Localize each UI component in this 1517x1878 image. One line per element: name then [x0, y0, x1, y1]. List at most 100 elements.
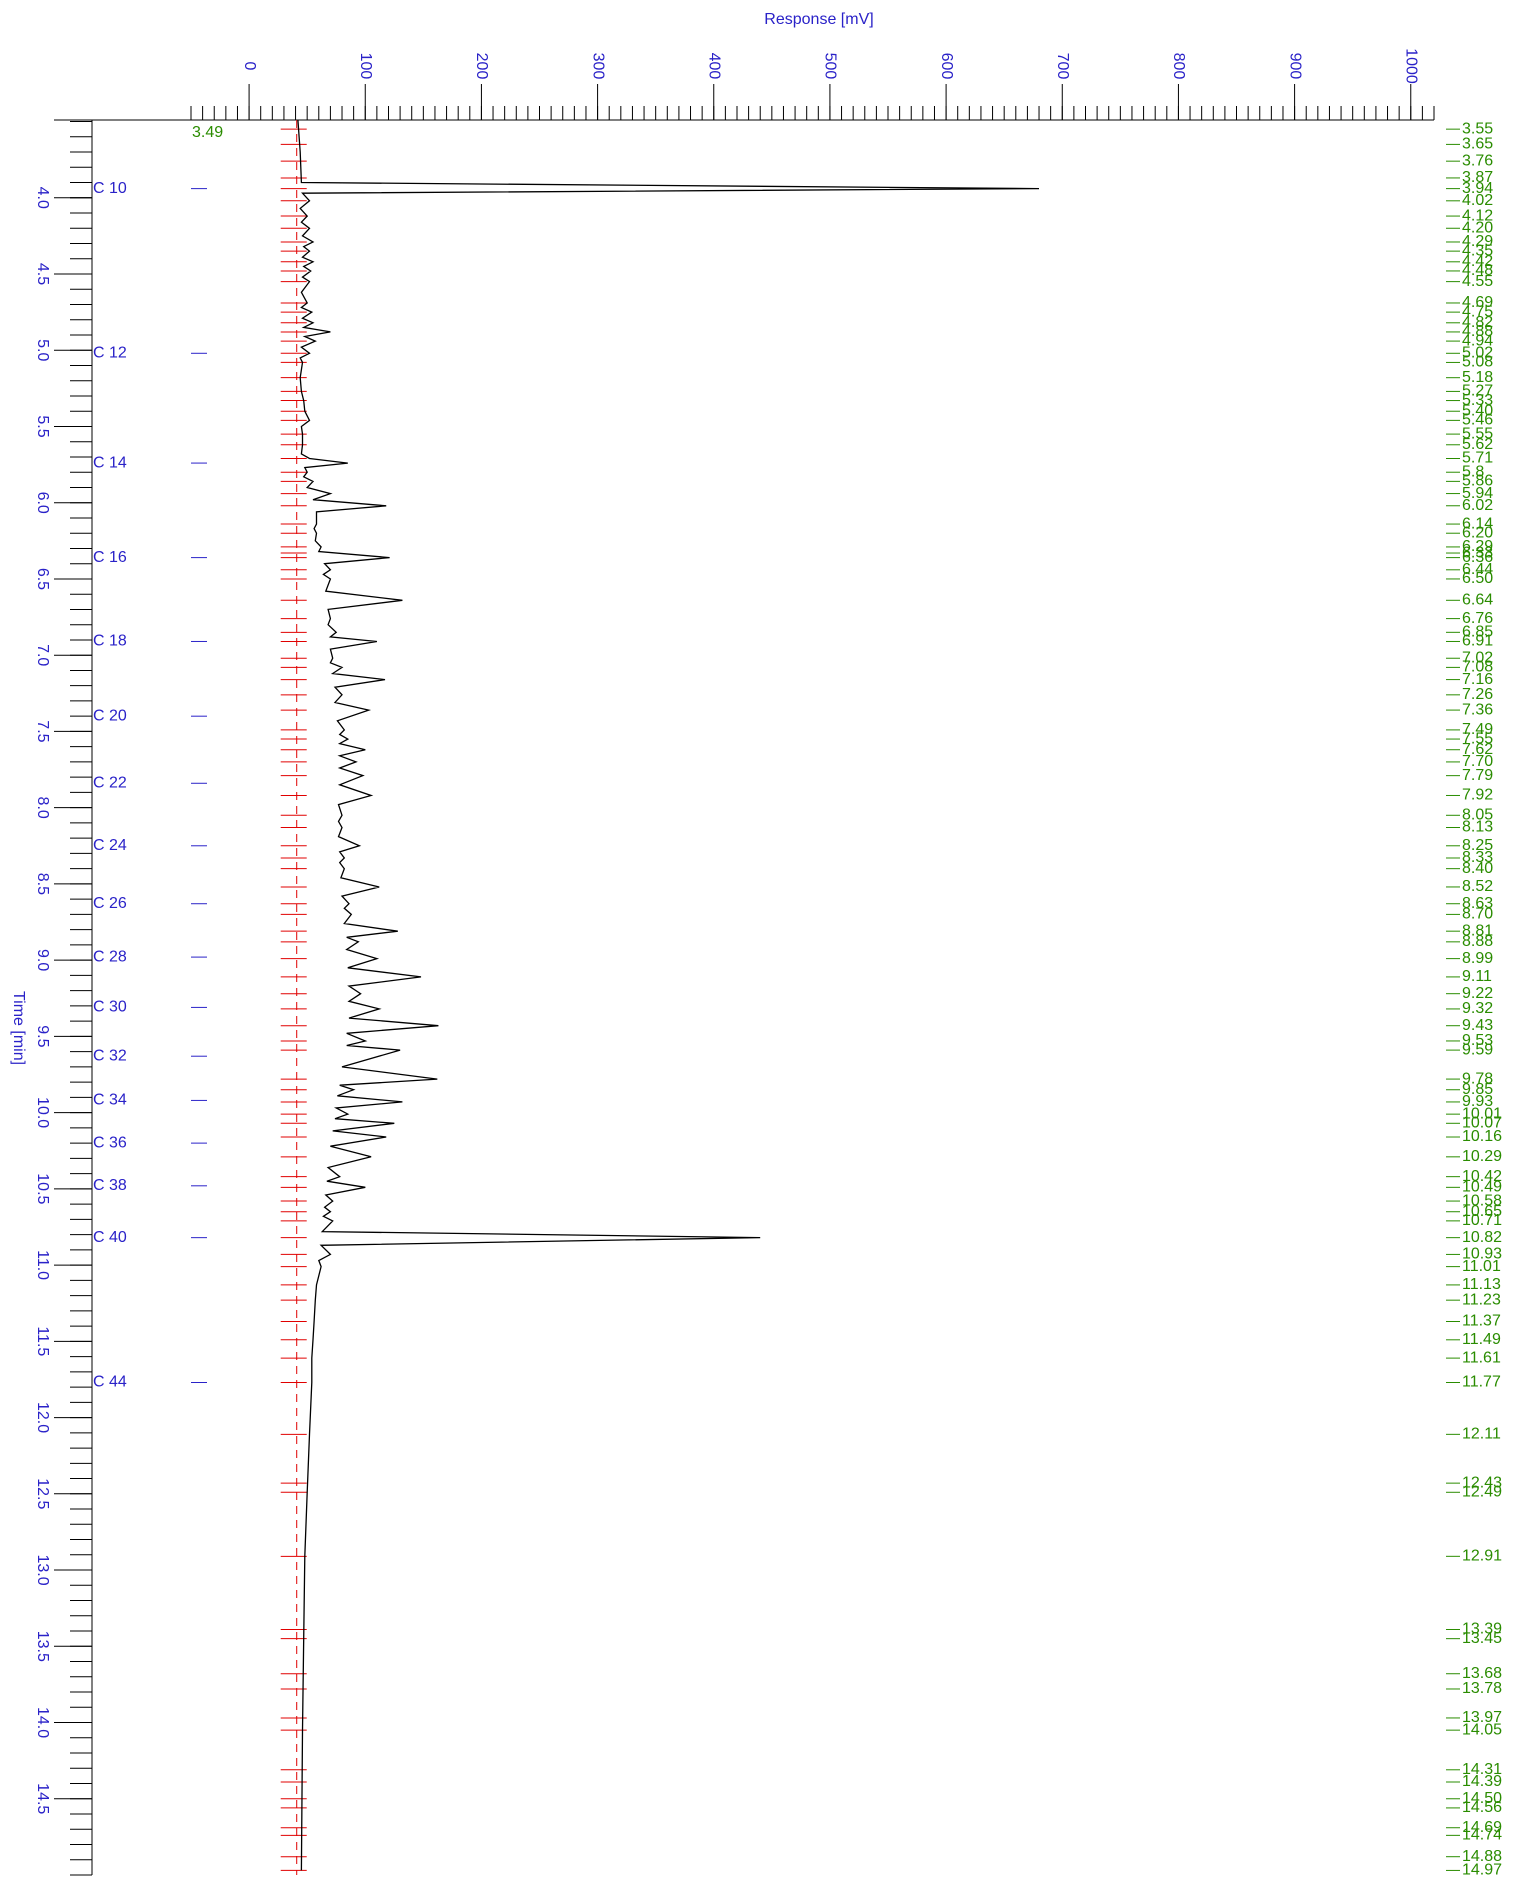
peak-label: 6.91 — [1462, 633, 1493, 650]
peak-label: 8.99 — [1462, 950, 1493, 967]
peak-label: 14.05 — [1462, 1721, 1502, 1738]
carbon-label: C 16 — [93, 549, 127, 566]
trace — [297, 119, 1040, 1871]
carbon-label: C 34 — [93, 1092, 127, 1109]
peak-label: 3.65 — [1462, 136, 1493, 153]
peak-label: 14.56 — [1462, 1799, 1502, 1816]
peak-label: 8.05 — [1462, 807, 1493, 824]
peak-label: 7.16 — [1462, 671, 1493, 688]
peak-label: 12.43 — [1462, 1474, 1502, 1491]
peak-label: 11.61 — [1462, 1349, 1501, 1366]
carbon-label: C 20 — [93, 707, 127, 724]
peak-label: 4.88 — [1462, 323, 1493, 340]
peak-label: 5.27 — [1462, 383, 1493, 400]
peak-label: 7.62 — [1462, 741, 1493, 758]
carbon-label: C 22 — [93, 774, 127, 791]
x-tick-label: 4.0 — [34, 187, 51, 209]
x-tick-label: 7.5 — [34, 720, 51, 742]
peak-label: 4.69 — [1462, 294, 1493, 311]
x-tick-label: 10.0 — [34, 1097, 51, 1128]
peak-label: 5.33 — [1462, 392, 1493, 409]
peak-label: 11.49 — [1462, 1331, 1501, 1348]
peak-label: 12.11 — [1462, 1426, 1501, 1443]
peak-label: 10.71 — [1462, 1212, 1502, 1229]
x-tick-label: 12.0 — [34, 1402, 51, 1433]
peak-label: 9.43 — [1462, 1017, 1493, 1034]
x-tick-label: 8.0 — [34, 797, 51, 819]
x-tick-label: 9.0 — [34, 949, 51, 971]
x-tick-label: 11.5 — [34, 1326, 51, 1356]
peak-label: 4.48 — [1462, 262, 1493, 279]
peak-label: 5.40 — [1462, 402, 1493, 419]
peak-label: 5.71 — [1462, 450, 1493, 467]
peak-label: 10.16 — [1462, 1128, 1502, 1145]
peak-label: 6.64 — [1462, 592, 1493, 609]
peak-label: 6.44 — [1462, 561, 1493, 578]
peak-label: 4.82 — [1462, 314, 1493, 331]
carbon-label: C 44 — [93, 1374, 127, 1391]
peak-label: 4.75 — [1462, 303, 1493, 320]
x-tick-label: 10.5 — [34, 1173, 51, 1204]
peak-label: 5.94 — [1462, 485, 1493, 502]
peak-label: 7.79 — [1462, 767, 1493, 784]
peak-label: 9.32 — [1462, 1000, 1493, 1017]
peak-label: 8.63 — [1462, 895, 1493, 912]
peak-label: 14.69 — [1462, 1819, 1502, 1836]
peak-label: 10.49 — [1462, 1179, 1502, 1196]
carbon-label: C 40 — [93, 1229, 127, 1246]
peak-label: 7.92 — [1462, 787, 1493, 804]
peak-label: 10.01 — [1462, 1105, 1502, 1122]
peak-label: 6.14 — [1462, 515, 1493, 532]
y-tick-label: 300 — [589, 53, 606, 80]
peak-label: 7.70 — [1462, 753, 1493, 770]
peak-label: 10.29 — [1462, 1148, 1502, 1165]
peak-label: 13.97 — [1462, 1709, 1502, 1726]
peak-label: 8.70 — [1462, 906, 1493, 923]
peak-label: 9.53 — [1462, 1032, 1493, 1049]
x-tick-label: 6.5 — [34, 568, 51, 590]
peak-label: 5.86 — [1462, 473, 1493, 490]
peak-label: 10.82 — [1462, 1229, 1502, 1246]
x-tick-label: 9.5 — [34, 1025, 51, 1047]
peak-label: 6.02 — [1462, 497, 1493, 514]
start-time-label: 3.49 — [192, 124, 223, 141]
peak-label: 8.88 — [1462, 933, 1493, 950]
peak-label: 14.50 — [1462, 1790, 1502, 1807]
peak-label: 5.02 — [1462, 345, 1493, 362]
y-tick-label: 800 — [1170, 53, 1187, 80]
peak-label: 4.55 — [1462, 273, 1493, 290]
time-axis-label: Time [min] — [10, 991, 27, 1065]
carbon-label: C 32 — [93, 1047, 127, 1064]
peak-label: 8.13 — [1462, 819, 1493, 836]
peak-label: 8.33 — [1462, 849, 1493, 866]
y-tick-label: 400 — [706, 53, 723, 80]
peak-label: 3.87 — [1462, 169, 1493, 186]
x-tick-label: 7.0 — [34, 644, 51, 666]
peak-label: 14.97 — [1462, 1862, 1502, 1878]
peak-label: 14.31 — [1462, 1761, 1502, 1778]
carbon-label: C 38 — [93, 1177, 127, 1194]
peak-label: 10.58 — [1462, 1192, 1502, 1209]
peak-label: 11.13 — [1462, 1276, 1501, 1293]
peak-label: 11.37 — [1462, 1313, 1501, 1330]
y-tick-label: 1000 — [1403, 48, 1420, 84]
peak-label: 9.22 — [1462, 985, 1493, 1002]
carbon-label: C 14 — [93, 454, 127, 471]
peak-label: 14.74 — [1462, 1827, 1502, 1844]
peak-label: 9.11 — [1462, 968, 1492, 985]
carbon-label: C 18 — [93, 633, 127, 650]
x-tick-label: 13.5 — [34, 1631, 51, 1662]
peak-label: 11.23 — [1462, 1291, 1501, 1308]
x-tick-label: 14.5 — [34, 1783, 51, 1814]
peak-label: 5.46 — [1462, 412, 1493, 429]
y-tick-label: 900 — [1286, 53, 1303, 80]
response-axis-label: Response [mV] — [764, 11, 873, 28]
peak-label: 9.59 — [1462, 1041, 1493, 1058]
y-tick-label: 700 — [1054, 53, 1071, 80]
y-tick-label: 500 — [822, 53, 839, 80]
peak-label: 14.39 — [1462, 1773, 1502, 1790]
peak-label: 5.55 — [1462, 425, 1493, 442]
carbon-label: C 24 — [93, 837, 127, 854]
peak-label: 11.01 — [1462, 1258, 1501, 1275]
peak-label: 9.85 — [1462, 1081, 1493, 1098]
